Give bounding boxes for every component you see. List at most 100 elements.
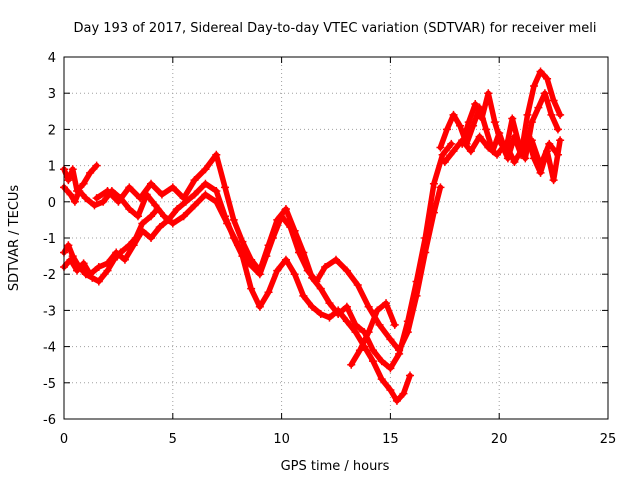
data-point — [377, 357, 386, 366]
data-point — [264, 241, 273, 250]
series-trace — [442, 133, 561, 169]
data-point — [382, 299, 391, 308]
x-axis-label: GPS time / hours — [281, 459, 390, 474]
data-point — [458, 136, 467, 145]
data-point — [316, 284, 325, 293]
data-point — [273, 215, 282, 224]
data-point — [68, 165, 77, 174]
data-point — [556, 110, 565, 119]
data-point — [436, 183, 445, 192]
x-tick-label: 0 — [60, 432, 68, 447]
data-point — [368, 346, 377, 355]
data-point — [75, 262, 84, 271]
data-point — [484, 89, 493, 98]
y-tick-label: 4 — [48, 51, 56, 66]
data-point — [138, 219, 147, 228]
series-trace — [61, 184, 444, 353]
data-point — [238, 237, 247, 246]
x-tick-label: 25 — [600, 432, 617, 447]
data-point — [351, 328, 360, 337]
y-tick-label: -2 — [43, 268, 56, 283]
data-series — [60, 205, 162, 286]
data-point — [549, 96, 558, 105]
data-point — [543, 147, 552, 156]
data-point — [81, 270, 90, 279]
data-point — [547, 110, 556, 119]
data-point — [508, 114, 517, 123]
data-point — [255, 302, 264, 311]
data-point — [442, 125, 451, 134]
data-point — [386, 364, 395, 373]
data-point — [399, 389, 408, 398]
data-point — [70, 197, 79, 206]
data-point — [536, 168, 545, 177]
data-point — [347, 360, 356, 369]
data-point — [403, 317, 412, 326]
data-point — [255, 266, 264, 275]
data-point — [351, 320, 360, 329]
data-point — [482, 125, 491, 134]
data-point — [355, 346, 364, 355]
y-tick-label: -6 — [43, 413, 56, 428]
data-point — [201, 165, 210, 174]
data-point — [125, 241, 134, 250]
data-point — [66, 190, 75, 199]
data-point — [64, 241, 73, 250]
data-point — [456, 121, 465, 130]
x-tick-label: 15 — [382, 432, 399, 447]
data-point — [447, 139, 456, 148]
data-point — [390, 320, 399, 329]
data-point — [212, 150, 221, 159]
y-tick-label: 0 — [48, 196, 56, 211]
data-point — [221, 212, 230, 221]
data-point — [103, 186, 112, 195]
data-point — [375, 320, 384, 329]
data-point — [332, 255, 340, 264]
data-point — [556, 136, 565, 145]
data-point — [536, 67, 545, 76]
data-point — [321, 262, 330, 271]
data-point — [94, 277, 103, 286]
data-point — [147, 212, 156, 221]
data-point — [534, 103, 543, 112]
data-point — [553, 125, 562, 134]
data-point — [120, 255, 129, 264]
series-trace — [61, 180, 413, 404]
data-point — [125, 183, 134, 192]
chart-title: Day 193 of 2017, Sidereal Day-to-day VTE… — [73, 21, 596, 36]
data-point — [449, 110, 458, 119]
data-point — [392, 396, 401, 405]
data-point — [308, 302, 317, 311]
data-point — [99, 197, 108, 206]
x-tick-label: 10 — [273, 432, 290, 447]
data-point — [190, 176, 199, 185]
series-trace — [93, 141, 455, 372]
data-point — [530, 81, 539, 90]
data-point — [147, 179, 156, 188]
data-point — [116, 248, 125, 257]
y-tick-label: -4 — [43, 341, 56, 356]
data-point — [190, 190, 199, 199]
data-point — [201, 190, 210, 199]
data-point — [308, 273, 317, 282]
data-point — [247, 284, 256, 293]
data-point — [299, 248, 308, 257]
data-point — [103, 266, 112, 275]
data-point — [125, 205, 134, 214]
data-point — [490, 118, 499, 127]
series-trace — [459, 68, 563, 162]
data-point — [466, 147, 475, 156]
data-point — [493, 150, 502, 159]
data-point — [549, 176, 558, 185]
data-point — [264, 288, 273, 297]
data-point — [212, 186, 221, 195]
data-point — [342, 266, 351, 275]
data-point — [155, 223, 164, 232]
data-point — [325, 299, 334, 308]
data-point — [412, 277, 421, 286]
data-point — [471, 100, 480, 109]
data-point — [377, 375, 386, 384]
data-point — [334, 310, 343, 319]
data-point — [368, 357, 377, 366]
